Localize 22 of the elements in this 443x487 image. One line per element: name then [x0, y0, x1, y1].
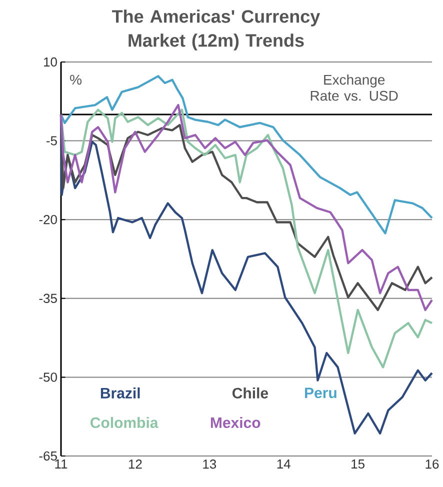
annotation: Exchange Rate vs. USD [311, 74, 398, 101]
x-tick-label: 11 [55, 460, 68, 468]
chart-title: The Americas' Currency Market (12m) Trends [112, 10, 320, 50]
text: Peru [305, 388, 337, 398]
text: Brazil [101, 387, 140, 398]
y-tick-label: -35 [39, 294, 58, 303]
line-series [60, 108, 434, 368]
x-tick-label: 16 [426, 460, 439, 469]
y-tick-label: 10 [44, 57, 58, 67]
x-tick-label: 14 [278, 460, 291, 468]
x-tick-label: 13 [203, 460, 216, 469]
y-tick-label: -50 [39, 372, 58, 382]
text: Chile [232, 387, 268, 398]
text: Mexico [211, 416, 260, 428]
y-tick-label: -20 [39, 214, 58, 224]
line-series [60, 75, 434, 234]
text: Colombia [90, 416, 159, 428]
y-tick-label: -65 [39, 451, 58, 461]
y-tick-label: -5 [46, 136, 58, 146]
annotation: % [70, 74, 82, 85]
x-tick-label: 15 [352, 460, 365, 469]
x-tick-label: 12 [129, 460, 142, 469]
